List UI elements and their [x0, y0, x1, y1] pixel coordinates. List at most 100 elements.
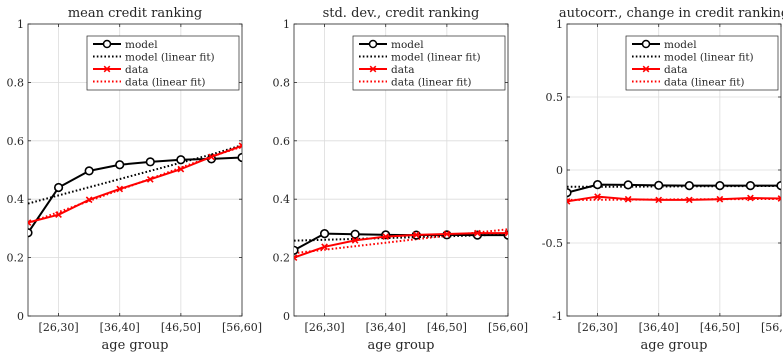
series-line-model-linear-fit	[294, 233, 508, 242]
y-tick-label: -1	[552, 310, 563, 323]
model-marker	[684, 181, 694, 191]
y-tick-label: 0.2	[7, 252, 25, 265]
legend-marker	[641, 39, 651, 49]
x-tick-label: [56,60]	[761, 321, 783, 334]
data-marker	[382, 233, 390, 240]
data-marker	[685, 196, 693, 204]
x-tick-label: [26,30]	[305, 321, 345, 334]
legend-label: model (linear fit)	[391, 51, 481, 63]
panel-1: [26,30] [36,40] [46,50] [56,60] 0 0.2 0.4 0.6 0.…	[7, 6, 263, 352]
model-marker	[654, 180, 664, 190]
legend-label: data (linear fit)	[391, 76, 472, 88]
model-marker	[237, 152, 242, 163]
series-line-data	[294, 232, 508, 259]
model-marker	[53, 182, 64, 193]
series-line-model-linear-fit	[28, 144, 242, 205]
y-tick-label: 0.4	[7, 193, 25, 206]
data-marker	[747, 194, 754, 202]
y-tick-label: 0.5	[546, 91, 564, 104]
y-tick-label: 0.8	[273, 76, 291, 89]
model-marker	[115, 160, 125, 170]
y-tick-label: -0.5	[542, 237, 563, 250]
x-axis-label: age group	[102, 338, 169, 352]
axes-box	[293, 23, 509, 317]
data-marker	[177, 165, 185, 173]
legend-label: data	[125, 64, 148, 76]
model-marker	[350, 229, 360, 239]
x-tick-label: [46,50]	[427, 321, 467, 334]
data-marker	[116, 185, 124, 193]
data-marker	[777, 195, 781, 202]
model-marker	[145, 157, 155, 167]
data-marker	[443, 230, 451, 238]
legend-label: data (linear fit)	[125, 76, 206, 88]
chart-title: autocorr., change in credit ranking	[559, 6, 783, 21]
legend-marker	[369, 65, 377, 73]
x-tick-label: [36,40]	[366, 321, 406, 334]
x-axis-label: age group	[368, 338, 435, 352]
data-marker	[624, 195, 632, 203]
data-marker	[85, 196, 93, 204]
data-marker	[28, 219, 32, 226]
legend-label: model	[125, 39, 158, 51]
x-tick-label: [46,50]	[700, 321, 740, 334]
model-marker	[623, 180, 633, 190]
data-marker	[716, 195, 724, 203]
legend-label: data	[391, 64, 414, 76]
y-tick-label: 0.8	[7, 76, 25, 89]
data-marker	[321, 243, 328, 251]
y-tick-label: 0	[556, 164, 563, 177]
chart-title: std. dev., credit ranking	[323, 6, 480, 21]
x-tick-label: [56,60]	[488, 321, 528, 334]
model-marker	[715, 181, 725, 191]
x-tick-label: [36,40]	[100, 321, 140, 334]
legend-label: model	[664, 39, 697, 51]
data-marker	[146, 175, 154, 183]
series-line-data	[28, 144, 242, 224]
x-tick-label: [26,30]	[578, 321, 618, 334]
panel-3: [26,30][36,40][46,50][56,60]-1-0.500.51a…	[542, 6, 783, 352]
legend-label: model	[391, 39, 424, 51]
data-marker	[351, 237, 359, 244]
chart-title: mean credit ranking	[68, 6, 202, 21]
legend-marker	[102, 39, 112, 49]
series-layer	[28, 142, 242, 238]
data-marker	[55, 211, 62, 219]
x-tick-label: [46,50]	[161, 321, 201, 334]
model-marker	[592, 180, 603, 190]
y-tick-label: 1	[556, 18, 563, 31]
model-marker	[28, 228, 33, 238]
data-marker	[655, 196, 663, 204]
y-tick-label: 0.4	[273, 193, 291, 206]
y-tick-label: 0.6	[273, 135, 291, 148]
legend-label: model (linear fit)	[664, 51, 754, 63]
series-layer	[567, 180, 781, 205]
legend-label: data	[664, 64, 687, 76]
legend-marker	[368, 39, 378, 49]
data-marker	[238, 142, 242, 150]
legend-marker	[642, 65, 650, 73]
data-marker	[412, 231, 420, 239]
y-tick-label: 0.6	[7, 135, 25, 148]
model-marker	[745, 181, 756, 191]
x-tick-label: [56,60]	[222, 321, 262, 334]
x-axis-label: age group	[641, 338, 708, 352]
model-marker	[176, 155, 186, 165]
panel-2: [26,30] [36,40] [46,50] [56,60] 0 0.2 0.4 0.6 0.…	[273, 6, 529, 352]
series-layer	[294, 228, 508, 261]
model-marker	[776, 181, 781, 191]
legend-label: data (linear fit)	[664, 76, 745, 88]
data-marker	[567, 198, 571, 205]
data-marker	[474, 229, 481, 237]
data-marker	[504, 229, 508, 237]
y-tick-label: 0	[283, 310, 290, 323]
model-marker	[84, 166, 94, 176]
data-marker	[594, 193, 601, 200]
x-tick-label: [36,40]	[639, 321, 679, 334]
series-line-data	[567, 195, 781, 203]
x-tick-label: [26,30]	[39, 321, 79, 334]
data-marker	[208, 153, 215, 161]
